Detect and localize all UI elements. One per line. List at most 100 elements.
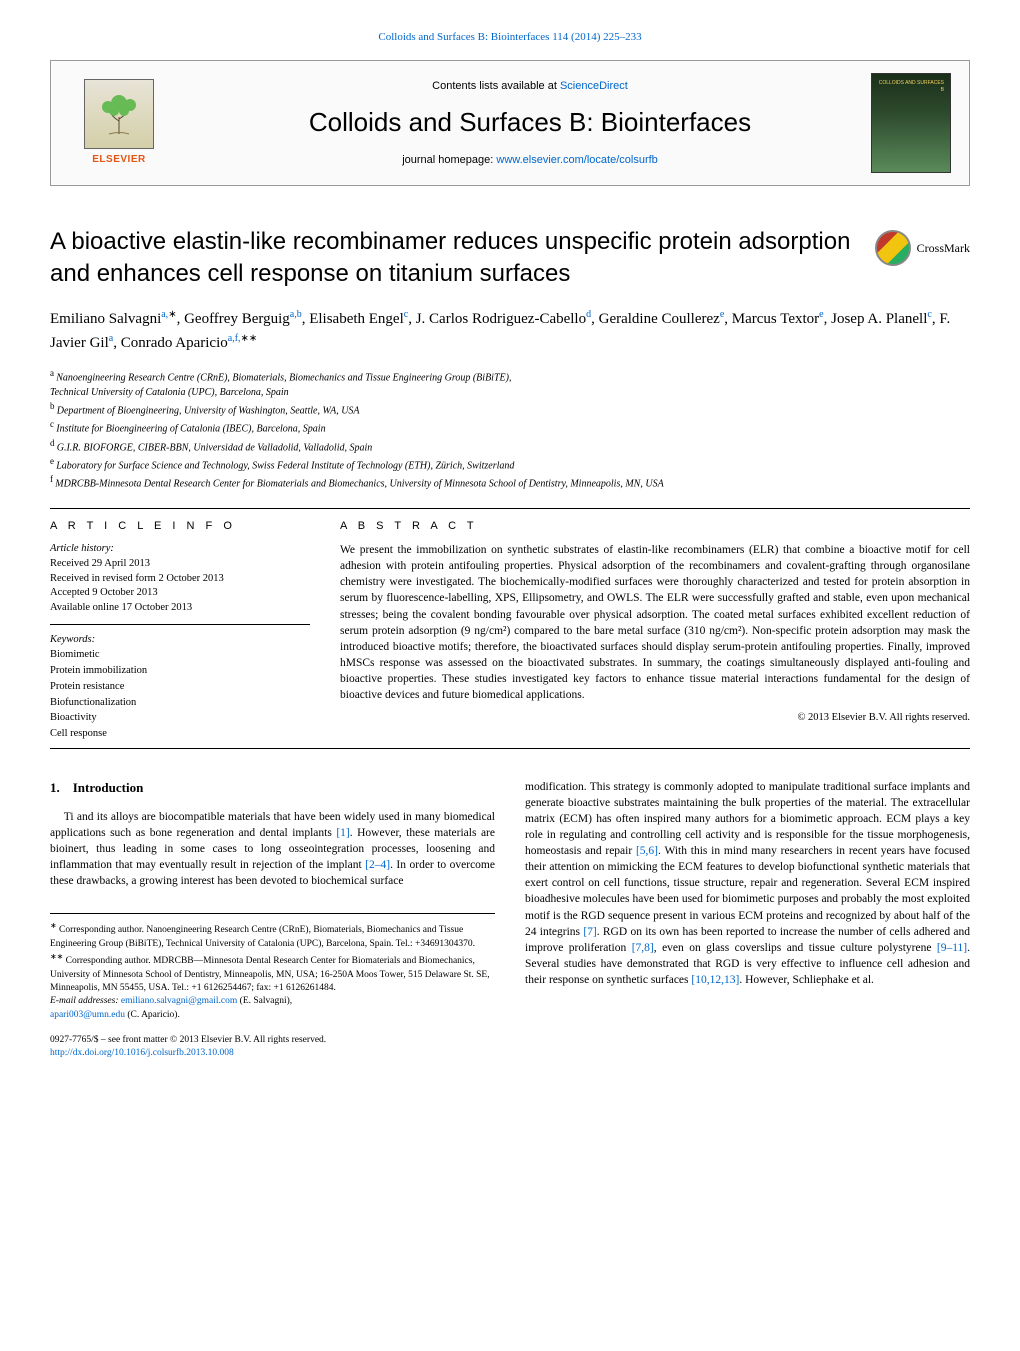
- ref-link[interactable]: [5,6]: [636, 845, 658, 857]
- corresponding-marker: ∗∗: [241, 333, 258, 344]
- info-abstract-row: A R T I C L E I N F O Article history: R…: [50, 519, 970, 742]
- cover-label: COLLOIDS AND SURFACES B: [878, 80, 944, 94]
- body-paragraph-1: Ti and its alloys are biocompatible mate…: [50, 809, 495, 889]
- history-line: Received 29 April 2013: [50, 557, 310, 572]
- history-lines: Received 29 April 2013Received in revise…: [50, 557, 310, 616]
- author-name: Josep A. Planell: [831, 311, 927, 327]
- author-name: J. Carlos Rodriguez-Cabello: [416, 311, 586, 327]
- keyword-item: Biomimetic: [50, 647, 310, 663]
- affiliation-line: Technical University of Catalonia (UPC),…: [50, 385, 970, 400]
- sciencedirect-link[interactable]: ScienceDirect: [560, 80, 628, 92]
- affiliation-line: c Institute for Bioengineering of Catalo…: [50, 418, 970, 436]
- footnotes-block: ∗ Corresponding author. Nanoengineering …: [50, 913, 495, 1021]
- journal-title: Colloids and Surfaces B: Biointerfaces: [189, 104, 871, 140]
- keyword-item: Bioactivity: [50, 710, 310, 726]
- email-link[interactable]: apari003@umn.edu: [50, 1010, 125, 1020]
- ref-link[interactable]: [1]: [336, 827, 349, 839]
- ref-link[interactable]: [7]: [583, 926, 596, 938]
- journal-homepage-line: journal homepage: www.elsevier.com/locat…: [189, 153, 871, 168]
- contents-available-line: Contents lists available at ScienceDirec…: [189, 79, 871, 94]
- footer-issn-line: 0927-7765/$ – see front matter © 2013 El…: [50, 1034, 495, 1061]
- ref-link[interactable]: [10,12,13]: [691, 974, 739, 986]
- history-line: Accepted 9 October 2013: [50, 586, 310, 601]
- abstract-copyright: © 2013 Elsevier B.V. All rights reserved…: [340, 711, 970, 726]
- header-center: Contents lists available at ScienceDirec…: [189, 79, 871, 168]
- email-link[interactable]: emiliano.salvagni@gmail.com: [121, 996, 237, 1006]
- issn-text: 0927-7765/$ – see front matter © 2013 El…: [50, 1035, 326, 1045]
- keyword-item: Biofunctionalization: [50, 695, 310, 711]
- crossmark-icon: [875, 230, 911, 266]
- author-affiliation-sup: a,f,: [228, 333, 241, 344]
- body-column-left: 1. Introduction Ti and its alloys are bi…: [50, 779, 495, 1061]
- journal-cover-thumbnail: COLLOIDS AND SURFACES B: [871, 73, 951, 173]
- article-title: A bioactive elastin-like recombinamer re…: [50, 226, 855, 288]
- history-line: Received in revised form 2 October 2013: [50, 572, 310, 587]
- footnote-1: ∗ Corresponding author. Nanoengineering …: [50, 920, 495, 951]
- citation-link[interactable]: Colloids and Surfaces B: Biointerfaces 1…: [378, 31, 641, 43]
- crossmark-label: CrossMark: [917, 240, 970, 257]
- author-name: Marcus Textor: [732, 311, 819, 327]
- keywords-label: Keywords:: [50, 633, 310, 648]
- article-info-column: A R T I C L E I N F O Article history: R…: [50, 519, 310, 742]
- author-name: Geoffrey Berguig: [184, 311, 290, 327]
- author-name: Geraldine Coullerez: [599, 311, 720, 327]
- homepage-prefix: journal homepage:: [402, 154, 496, 166]
- author-affiliation-sup: c: [927, 309, 931, 320]
- author-affiliation-sup: e: [720, 309, 724, 320]
- history-line: Available online 17 October 2013: [50, 601, 310, 616]
- author-name: Conrado Aparicio: [121, 335, 228, 351]
- affiliation-line: a Nanoengineering Research Centre (CRnE)…: [50, 367, 970, 385]
- history-label: Article history:: [50, 542, 310, 557]
- elsevier-tree-icon: [84, 79, 154, 149]
- affiliation-line: f MDRCBB-Minnesota Dental Research Cente…: [50, 473, 970, 491]
- top-citation-link: Colloids and Surfaces B: Biointerfaces 1…: [50, 30, 970, 45]
- footnote-emails: E-mail addresses: emiliano.salvagni@gmai…: [50, 995, 495, 1022]
- keyword-item: Cell response: [50, 726, 310, 742]
- author-affiliation-sup: e: [819, 309, 823, 320]
- author-affiliation-sup: d: [586, 309, 591, 320]
- contents-prefix: Contents lists available at: [432, 80, 560, 92]
- author-affiliation-sup: c: [404, 309, 408, 320]
- corresponding-marker: ∗: [168, 309, 176, 320]
- abstract-header: A B S T R A C T: [340, 519, 970, 534]
- article-info-header: A R T I C L E I N F O: [50, 519, 310, 534]
- footnote-symbol: ∗: [50, 921, 57, 930]
- affiliations-list: a Nanoengineering Research Centre (CRnE)…: [50, 367, 970, 492]
- author-name: Emiliano Salvagni: [50, 311, 161, 327]
- authors-list: Emiliano Salvagnia,∗, Geoffrey Berguiga,…: [50, 307, 970, 355]
- section-name: Introduction: [73, 780, 144, 795]
- section-1-title: 1. Introduction: [50, 779, 495, 797]
- ref-link[interactable]: [9–11]: [937, 942, 967, 954]
- article-header: A bioactive elastin-like recombinamer re…: [50, 226, 970, 288]
- divider-thin: [50, 748, 970, 749]
- footnote-text: Corresponding author. Nanoengineering Re…: [50, 926, 475, 949]
- homepage-link[interactable]: www.elsevier.com/locate/colsurfb: [496, 154, 657, 166]
- publisher-name: ELSEVIER: [92, 153, 145, 167]
- keyword-item: Protein resistance: [50, 679, 310, 695]
- email-label: E-mail addresses:: [50, 996, 121, 1006]
- crossmark-badge[interactable]: CrossMark: [875, 230, 970, 266]
- body-column-right: modification. This strategy is commonly …: [525, 779, 970, 1061]
- keywords-list: BiomimeticProtein immobilizationProtein …: [50, 647, 310, 742]
- keyword-item: Protein immobilization: [50, 663, 310, 679]
- journal-header-box: ELSEVIER Contents lists available at Sci…: [50, 60, 970, 186]
- ref-link[interactable]: [2–4]: [365, 859, 390, 871]
- author-affiliation-sup: a: [109, 333, 113, 344]
- abstract-column: A B S T R A C T We present the immobiliz…: [340, 519, 970, 742]
- footnote-text: Corresponding author. MDRCBB—Minnesota D…: [50, 956, 490, 993]
- section-number: 1.: [50, 780, 60, 795]
- affiliation-line: e Laboratory for Surface Science and Tec…: [50, 455, 970, 473]
- publisher-logo: ELSEVIER: [69, 73, 169, 173]
- body-paragraph-2: modification. This strategy is commonly …: [525, 779, 970, 988]
- affiliation-line: b Department of Bioengineering, Universi…: [50, 400, 970, 418]
- doi-link[interactable]: http://dx.doi.org/10.1016/j.colsurfb.201…: [50, 1048, 234, 1058]
- affiliation-line: d G.I.R. BIOFORGE, CIBER-BBN, Universida…: [50, 437, 970, 455]
- ref-link[interactable]: [7,8]: [632, 942, 654, 954]
- abstract-text: We present the immobilization on synthet…: [340, 542, 970, 703]
- keywords-block: Keywords: BiomimeticProtein immobilizati…: [50, 633, 310, 742]
- author-name: Elisabeth Engel: [309, 311, 404, 327]
- body-two-columns: 1. Introduction Ti and its alloys are bi…: [50, 779, 970, 1061]
- article-history-block: Article history: Received 29 April 2013R…: [50, 542, 310, 624]
- author-affiliation-sup: a,b: [290, 309, 302, 320]
- footnote-symbol: ∗∗: [50, 952, 63, 961]
